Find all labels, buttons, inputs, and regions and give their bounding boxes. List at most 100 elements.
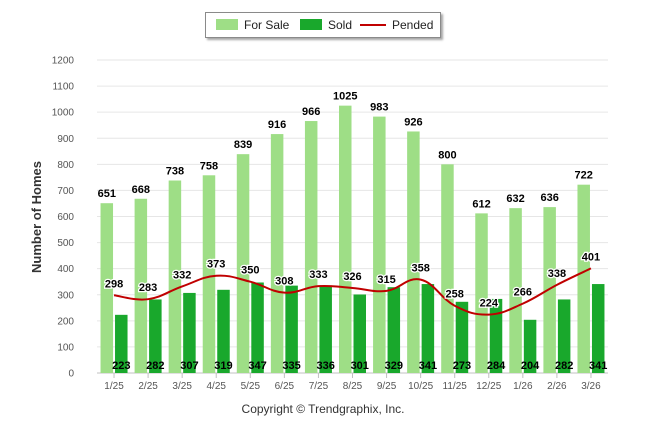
data-label-pended: 308	[275, 276, 293, 288]
data-label-pended: 401	[582, 251, 600, 263]
data-label-sold: 319	[214, 360, 232, 372]
legend-item-for-sale[interactable]: For Sale	[216, 13, 289, 37]
data-label-for-sale: 926	[404, 116, 422, 128]
data-label-layer: 651 223 668 282 738 307 758 319 839 347 916 335 966 3…	[98, 91, 608, 372]
x-tick-label: 12/25	[476, 381, 501, 392]
legend-label-sold: Sold	[328, 18, 353, 32]
bar-sold	[149, 299, 162, 373]
data-label-sold: 204	[521, 360, 540, 372]
bar-sold	[455, 301, 469, 373]
x-tick-label: 1/25	[104, 381, 124, 392]
x-tick-label: 2/25	[138, 381, 158, 392]
legend-label-pended: Pended	[392, 18, 434, 32]
grid-layer	[97, 59, 608, 378]
y-tick-label: 500	[57, 238, 74, 249]
y-tick-label: 1200	[52, 56, 75, 67]
bar-for-sale	[543, 207, 556, 373]
y-axis-title: Number of Homes	[29, 161, 44, 273]
data-label-pended: 266	[514, 287, 532, 299]
data-label-for-sale: 668	[132, 184, 150, 196]
bar-for-sale	[373, 116, 386, 373]
bar-for-sale	[509, 208, 522, 373]
data-label-for-sale: 758	[200, 160, 218, 172]
bar-sold	[523, 319, 537, 373]
bar-sold	[285, 285, 298, 373]
data-label-for-sale: 983	[370, 102, 388, 114]
data-label-sold: 273	[453, 360, 471, 372]
y-tick-label: 200	[57, 316, 74, 327]
data-label-sold: 223	[112, 360, 130, 372]
y-tick-label: 1000	[52, 108, 75, 119]
data-label-pended: 298	[105, 278, 123, 290]
x-tick-label: 8/25	[343, 381, 363, 392]
x-tick-label: 9/25	[377, 381, 397, 392]
y-tick-label: 900	[57, 134, 74, 145]
legend: For Sale Sold Pended	[205, 12, 441, 38]
bar-for-sale	[134, 198, 148, 373]
x-tick-label: 6/25	[275, 381, 295, 392]
data-label-pended: 326	[343, 271, 361, 283]
data-label-pended: 332	[173, 269, 191, 281]
data-label-pended: 373	[207, 259, 225, 271]
bar-sold	[591, 284, 605, 373]
y-tick-label: 300	[57, 290, 74, 301]
x-tick-label: 3/25	[172, 381, 192, 392]
data-label-for-sale: 738	[166, 166, 184, 178]
data-label-sold: 335	[282, 360, 300, 372]
data-label-for-sale: 916	[268, 119, 286, 131]
data-label-sold: 341	[589, 360, 607, 372]
data-label-for-sale: 966	[302, 106, 320, 118]
legend-item-pended[interactable]: Pended	[360, 13, 433, 37]
data-label-for-sale: 1025	[333, 91, 357, 103]
data-label-sold: 282	[146, 360, 164, 372]
x-tick-label: 11/25	[443, 381, 468, 392]
data-label-sold: 329	[385, 360, 403, 372]
data-label-pended: 283	[139, 282, 157, 294]
data-label-for-sale: 636	[540, 192, 558, 204]
data-label-for-sale: 839	[234, 139, 252, 151]
legend-swatch-sold	[300, 19, 322, 31]
bar-sold	[115, 314, 128, 373]
y-tick-label: 700	[57, 186, 74, 197]
bar-for-sale	[202, 175, 216, 373]
x-tick-label: 1/26	[513, 381, 533, 392]
legend-item-sold[interactable]: Sold	[300, 13, 352, 37]
bar-for-sale	[339, 105, 352, 373]
legend-swatch-for-sale	[216, 19, 238, 31]
bar-sold	[217, 289, 230, 373]
bar-for-sale	[441, 164, 454, 373]
y-axis-tick-labels: 0 100 200 300 400 500 600 700 800 900 1000 1100 1200	[52, 56, 75, 380]
bar-sold	[557, 299, 571, 373]
bar-for-sale	[236, 154, 250, 373]
data-label-sold: 301	[351, 360, 369, 372]
x-tick-label: 4/25	[206, 381, 226, 392]
data-label-pended: 333	[309, 269, 327, 281]
data-label-sold: 284	[487, 360, 506, 372]
data-label-sold: 282	[555, 360, 573, 372]
bar-for-sale	[100, 203, 114, 373]
data-label-for-sale: 651	[98, 188, 116, 200]
data-label-for-sale: 632	[506, 193, 524, 205]
bar-for-sale	[304, 121, 318, 373]
bar-sold	[489, 298, 503, 373]
bar-layer	[100, 105, 605, 373]
pended-line	[113, 267, 592, 316]
bar-for-sale	[577, 184, 590, 373]
y-tick-label: 400	[57, 264, 74, 275]
bar-for-sale	[270, 134, 284, 373]
data-label-for-sale: 612	[472, 198, 490, 210]
legend-label-for-sale: For Sale	[244, 18, 290, 32]
data-label-sold: 336	[317, 360, 335, 372]
data-label-for-sale: 722	[575, 170, 593, 182]
line-layer	[113, 267, 592, 316]
bar-sold	[251, 282, 264, 373]
data-label-pended: 358	[411, 263, 429, 275]
data-label-pended: 224	[480, 298, 499, 310]
x-tick-label: 2/26	[547, 381, 567, 392]
y-tick-label: 0	[68, 369, 74, 380]
data-label-pended: 350	[241, 265, 259, 277]
bar-sold	[353, 294, 366, 373]
y-tick-label: 1100	[52, 82, 74, 93]
